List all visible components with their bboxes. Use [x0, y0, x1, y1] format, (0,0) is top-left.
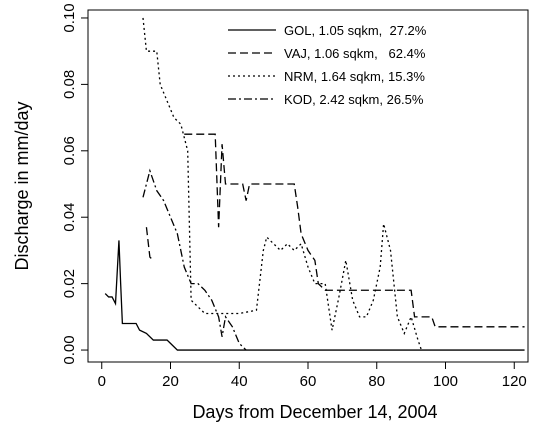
legend-label: VAJ, 1.06 sqkm, 62.4%: [284, 46, 426, 61]
series-line: [104, 240, 525, 351]
y-tick-label: 0.02: [61, 269, 78, 298]
y-axis-label: Discharge in mm/day: [12, 101, 32, 270]
x-tick-label: 0: [98, 373, 106, 390]
legend-label: GOL, 1.05 sqkm, 27.2%: [284, 23, 427, 38]
series-line: [145, 133, 525, 328]
series-line: [142, 168, 247, 351]
y-tick-label: 0.04: [61, 203, 78, 232]
x-tick-label: 100: [433, 373, 458, 390]
x-tick-label: 60: [300, 373, 317, 390]
y-tick-label: 0.06: [61, 136, 78, 165]
x-tick-label: 80: [368, 373, 385, 390]
series-line: [142, 17, 423, 351]
plot-frame: [87, 9, 529, 363]
y-tick-label: 0.10: [61, 3, 78, 32]
x-tick-label: 120: [502, 373, 527, 390]
y-tick-label: 0.00: [61, 335, 78, 364]
x-tick-label: 40: [231, 373, 248, 390]
legend-label: NRM, 1.64 sqkm, 15.3%: [284, 69, 425, 84]
legend-label: KOD, 2.42 sqkm, 26.5%: [284, 92, 424, 107]
x-axis-label: Days from December 14, 2004: [192, 402, 437, 422]
y-tick-label: 0.08: [61, 70, 78, 99]
x-tick-label: 20: [162, 373, 179, 390]
